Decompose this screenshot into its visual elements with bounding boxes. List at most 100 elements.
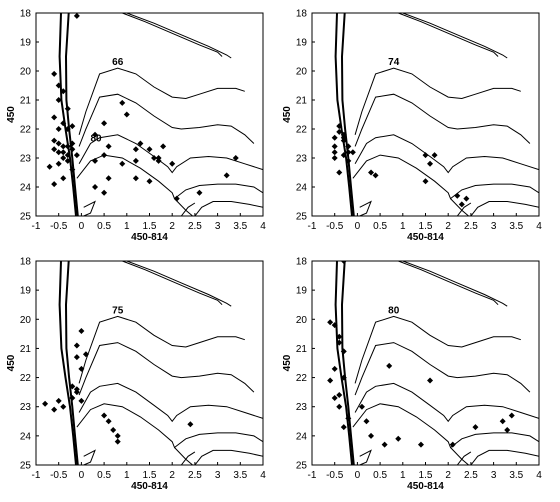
panel-4-data-point — [327, 377, 334, 384]
panel-1-data-point — [60, 175, 67, 182]
panel-3-x-axis-label: 450-814 — [131, 481, 168, 492]
panel-3-data-point — [69, 383, 76, 390]
panel-4-data-point — [363, 418, 370, 425]
panel-1-data-point — [55, 97, 62, 103]
panel-1-main-sequence-line — [64, 13, 79, 216]
panel-1-x-tick-label: 2.5 — [188, 221, 202, 232]
panel-4-x-tick-label: 2.5 — [464, 470, 478, 481]
panel-1-annotation: 80 — [90, 134, 102, 145]
panel-4-data-point — [395, 435, 402, 442]
panel-4-data-point — [327, 319, 334, 326]
panel-1-data-point — [101, 120, 108, 127]
panel-4-isochrone-line — [352, 403, 539, 449]
panel-3-data-point — [78, 327, 85, 334]
panel-1-data-point — [55, 149, 62, 156]
panel-3-data-point — [73, 389, 80, 396]
panel-4-data-point — [331, 394, 338, 401]
panel-1-data-point — [51, 114, 58, 121]
panel-1-data-point — [146, 178, 153, 185]
panel-4-data-point — [427, 377, 434, 384]
panel-1-x-tick-label: 0.5 — [97, 221, 111, 232]
panel-4-isochrone-line — [354, 382, 539, 423]
panel-3-y-tick-label: 23 — [20, 402, 32, 413]
panel-2-data-point — [331, 143, 338, 150]
panel-4-data-point — [358, 403, 365, 410]
panel-2-data-point — [336, 123, 343, 130]
panel-2-x-tick-label: 3.5 — [509, 221, 523, 232]
panel-4-data-point — [345, 415, 352, 422]
panel-4-y-tick-label: 19 — [296, 286, 308, 297]
panel-1-data-point — [132, 175, 139, 182]
panel-1-data-point — [73, 152, 80, 159]
panel-4-x-tick-label: 0 — [355, 470, 361, 481]
panel-4-x-tick-label: 1.5 — [419, 470, 433, 481]
panel-1-data-point — [55, 140, 62, 147]
panel-4-isochrone-line — [456, 451, 472, 465]
panel-1-x-tick-label: 2 — [169, 221, 175, 232]
panel-2-x-tick-label: 2 — [445, 221, 451, 232]
panel-3-data-point — [42, 400, 49, 407]
panel-4-y-tick-label: 20 — [296, 315, 308, 326]
panel-2-y-axis-label: 450 — [282, 106, 293, 123]
panel-3-y-tick-label: 22 — [20, 373, 32, 384]
panel-2-y-tick-label: 22 — [296, 125, 308, 136]
panel-1-data-point — [105, 175, 112, 182]
panel-2-data-point — [345, 149, 352, 156]
panel-1-y-tick-label: 22 — [20, 125, 32, 136]
panel-4-data-point — [504, 427, 511, 434]
panel-2-isochrone-line — [359, 200, 372, 216]
panel-4-isochrone-line — [359, 449, 372, 465]
panel-4-data-point — [336, 403, 343, 410]
panel-4-x-tick-label: -0.5 — [326, 470, 344, 481]
panel-3-main-sequence-line — [58, 261, 77, 465]
panel-1-data-point — [119, 99, 126, 106]
panel-3-x-tick-label: 2 — [169, 470, 175, 481]
panel-1-data-point — [92, 131, 99, 138]
panel-1-x-tick-label: 1.5 — [143, 221, 157, 232]
panel-4-data-point — [340, 348, 347, 355]
panel-3-x-tick-label: 1.5 — [143, 470, 157, 481]
panel-4-y-tick-label: 21 — [296, 344, 308, 355]
panel-3-data-point — [110, 427, 117, 434]
panel-1-isochrone-line — [78, 134, 263, 174]
panel-1-data-point — [123, 111, 130, 118]
panel-1-data-point — [137, 140, 144, 147]
panel-3-isochrone-line — [194, 449, 263, 465]
panel-2-x-tick-label: 1 — [400, 221, 406, 232]
panel-3-isochrone-line — [78, 382, 263, 423]
panel-4-x-tick-label: -1 — [308, 470, 317, 481]
panel-4-data-point — [499, 418, 506, 425]
panel-2-data-point — [431, 152, 438, 159]
panel-2-x-tick-label: 3 — [491, 221, 497, 232]
panel-1-data-point — [69, 166, 76, 173]
panel-4-data-point — [336, 392, 343, 399]
panel-4-data-point — [472, 424, 479, 431]
panel-2-y-tick-label: 25 — [296, 212, 308, 223]
panel-3-y-tick-label: 24 — [20, 431, 32, 442]
panel-1-isochrone-line — [78, 93, 255, 147]
panel-1-panel-title: 66 — [112, 57, 124, 68]
panel-4-y-axis-label: 450 — [282, 354, 293, 371]
panel-3-data-point — [78, 365, 85, 372]
panel-3-y-axis-label: 450 — [6, 354, 17, 371]
panel-2-data-point — [345, 143, 352, 150]
panel-4-data-point — [340, 374, 347, 381]
panel-3-x-tick-label: 3 — [215, 470, 221, 481]
panel-3-data-point — [101, 412, 108, 419]
panel-2-x-tick-label: 2.5 — [464, 221, 478, 232]
panel-3-y-tick-label: 25 — [20, 461, 32, 472]
panel-2-y-tick-label: 23 — [296, 154, 308, 165]
panel-2-y-tick-label: 20 — [296, 67, 308, 78]
panel-1-data-point — [146, 146, 153, 153]
panel-1-data-point — [92, 157, 99, 164]
panel-2-plot-frame — [311, 12, 540, 217]
panel-2-y-tick-label: 24 — [296, 183, 308, 194]
panel-3-x-tick-label: 4 — [260, 470, 266, 481]
panel-1-data-point — [173, 195, 180, 202]
panel-1-data-point — [55, 160, 62, 167]
panel-1-data-point — [132, 157, 139, 164]
panel-1-giant-branch-line — [122, 13, 223, 57]
panel-1-data-point — [51, 181, 58, 188]
panel-1-x-tick-label: -1 — [32, 221, 41, 232]
